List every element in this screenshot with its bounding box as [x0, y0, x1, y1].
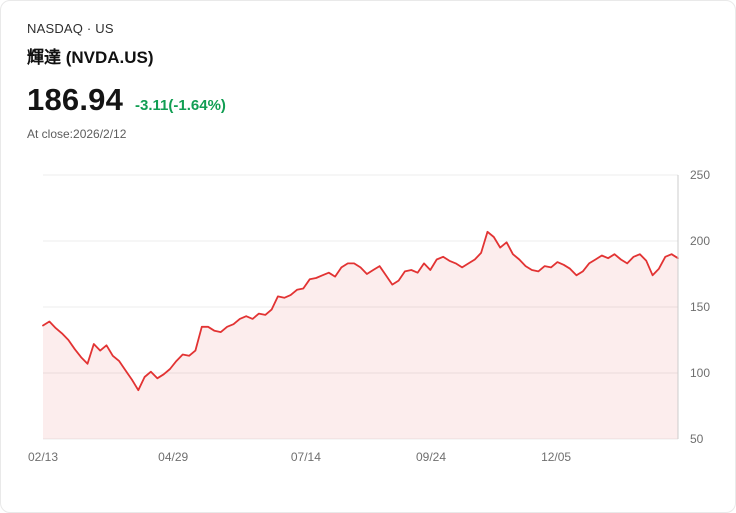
price-chart-svg[interactable]: 250 200 150 100 50 02/13 04/29 07/14 09/24 12/05 — [21, 167, 731, 469]
y-tick-label: 150 — [690, 300, 710, 314]
x-tick-label: 04/29 — [158, 450, 188, 464]
as-of-label: At close:2026/2/12 — [27, 127, 127, 141]
price-line — [42, 230, 679, 392]
y-tick-label: 250 — [690, 168, 710, 182]
y-tick-label: 100 — [690, 366, 710, 380]
stock-title: 輝達 (NVDA.US) — [27, 48, 154, 67]
x-tick-label: 07/14 — [291, 450, 321, 464]
x-tick-label: 12/05 — [541, 450, 571, 464]
exchange-label: NASDAQ · US — [27, 21, 114, 36]
y-tick-label: 200 — [690, 234, 710, 248]
price-chart[interactable]: 250 200 150 100 50 02/13 04/29 07/14 09/24 12/05 — [1, 167, 735, 474]
price-row: 186.94 -3.11(-1.64%) — [27, 82, 709, 118]
last-price: 186.94 — [27, 82, 124, 117]
y-tick-label: 50 — [690, 432, 704, 446]
price-area — [43, 231, 678, 439]
x-tick-label: 02/13 — [28, 450, 58, 464]
price-change: -3.11(-1.64%) — [135, 97, 226, 114]
quote-header: NASDAQ · US 輝達 (NVDA.US) 186.94 -3.11(-1… — [1, 1, 735, 141]
x-tick-label: 09/24 — [416, 450, 446, 464]
